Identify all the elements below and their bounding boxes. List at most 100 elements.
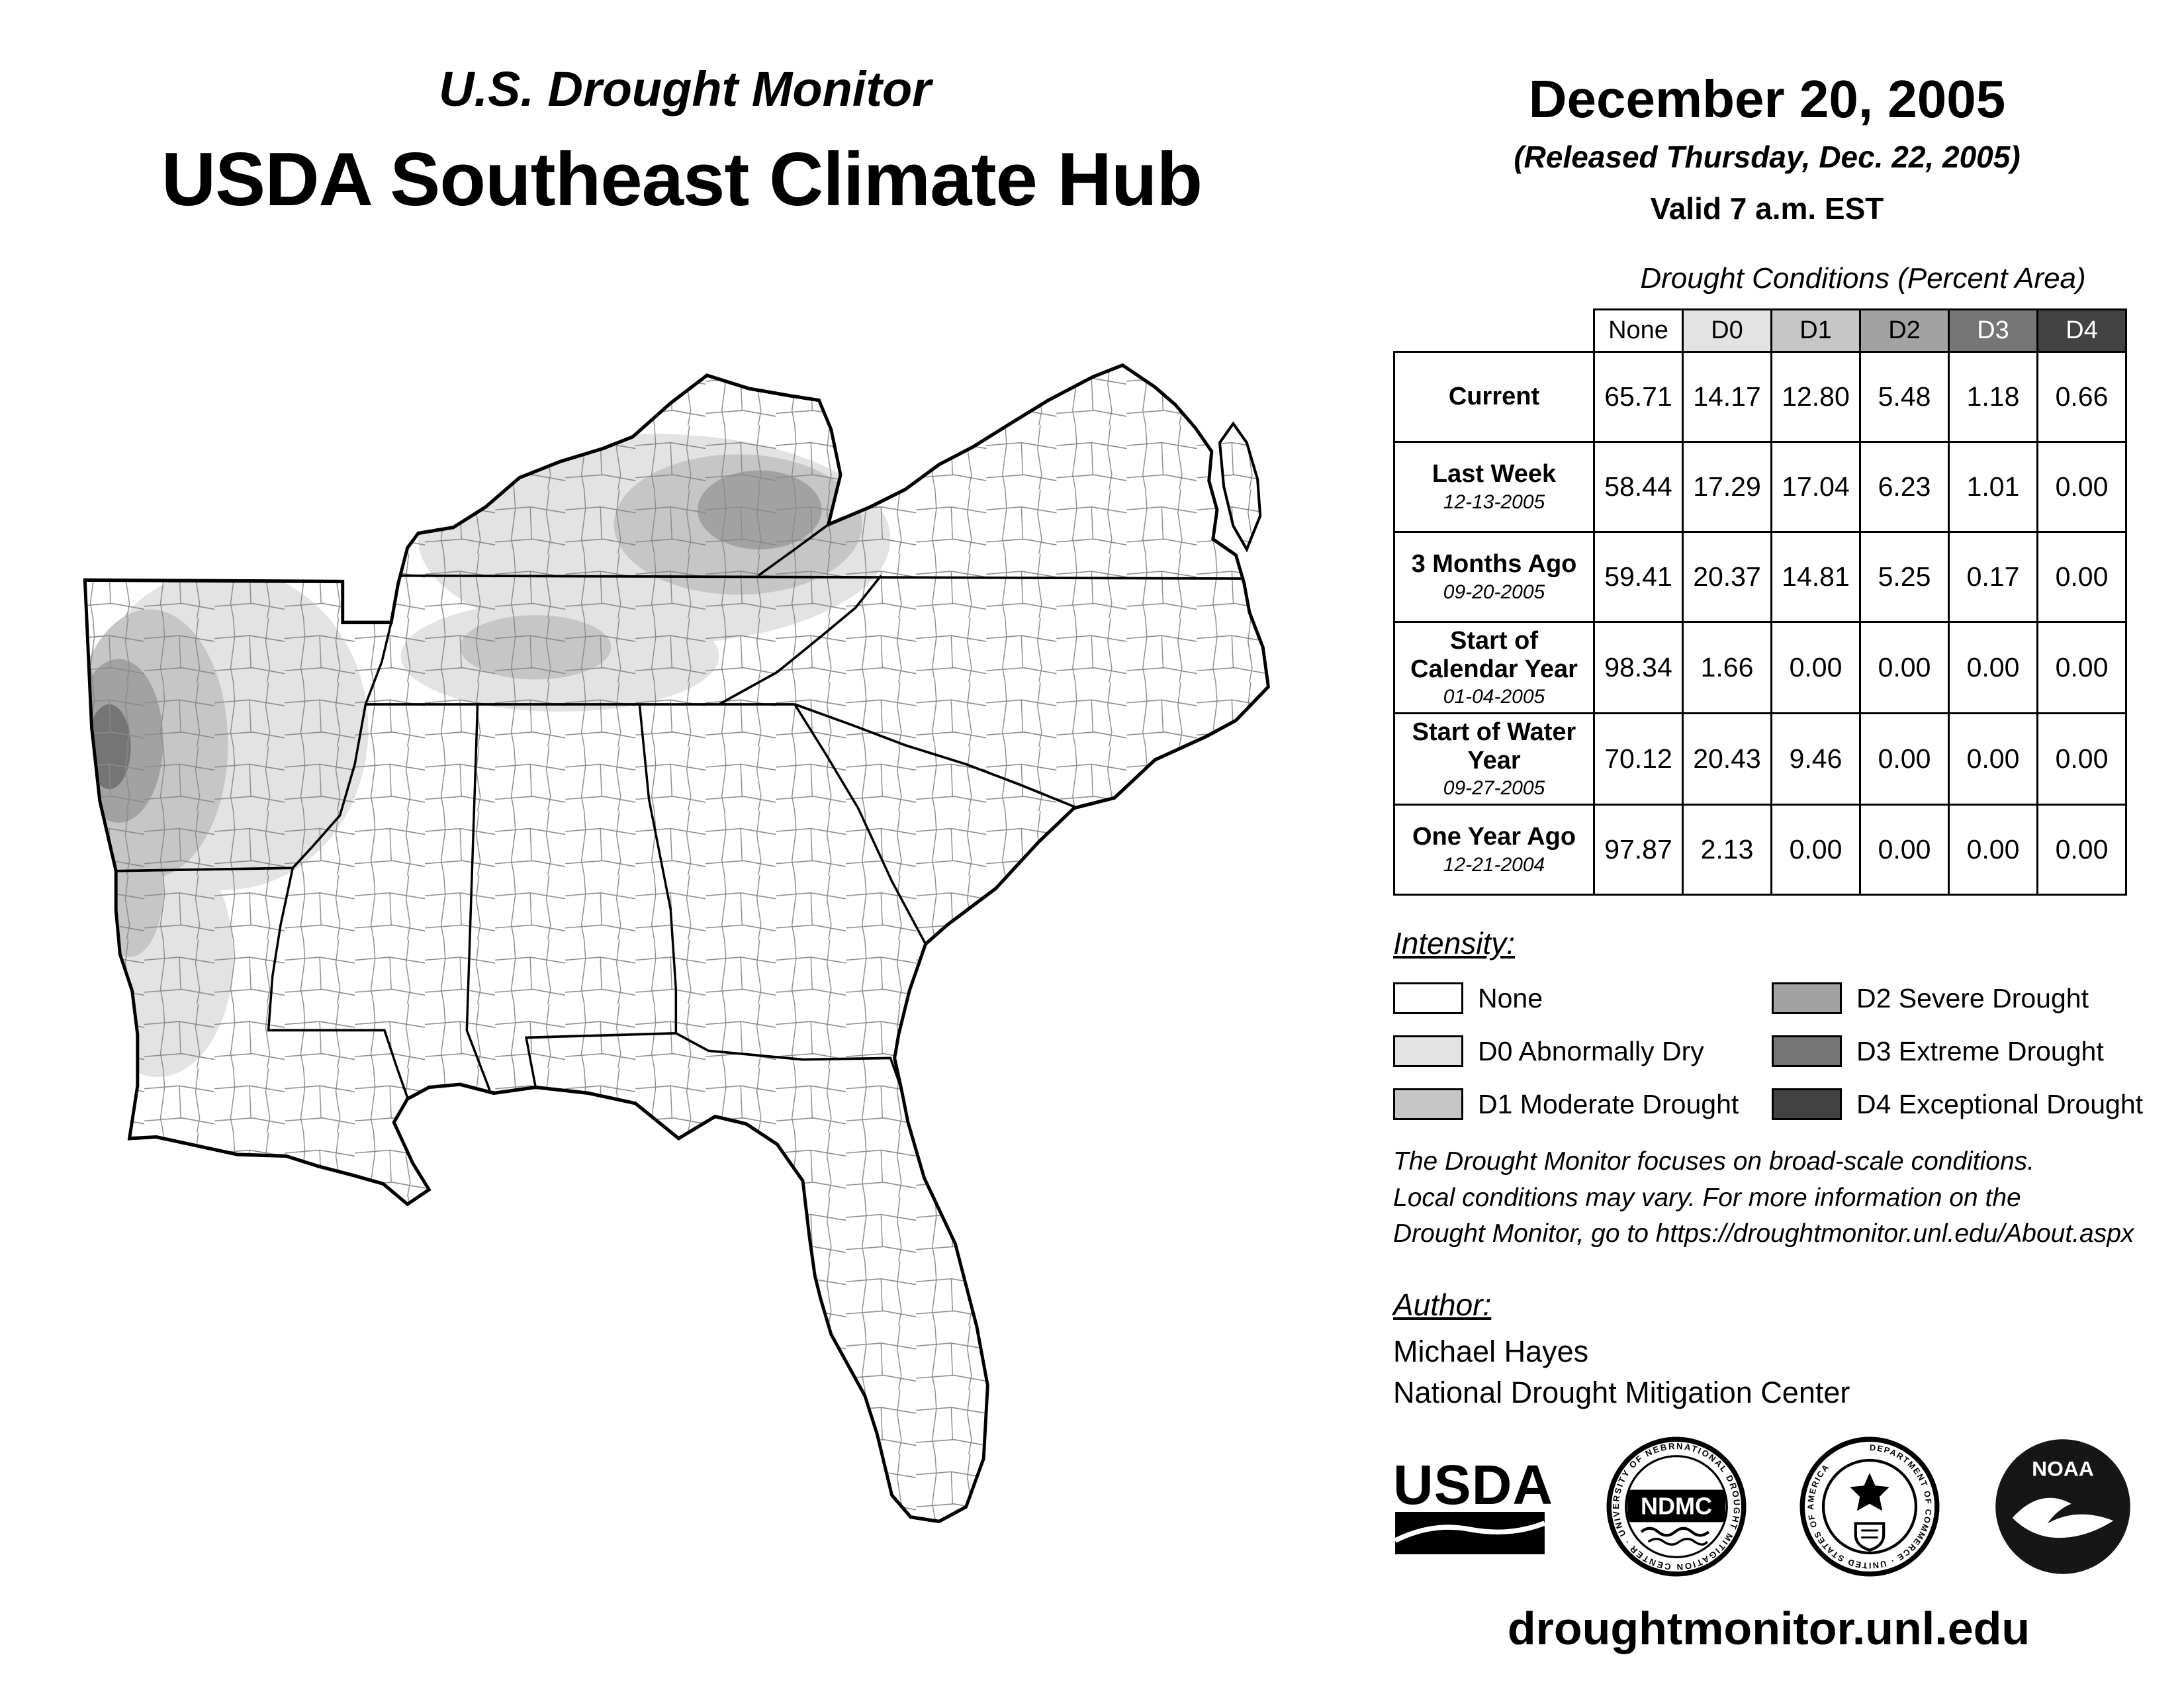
noaa-logo: NOAA <box>1995 1439 2130 1574</box>
value-cell: 17.04 <box>1770 441 1861 533</box>
row-label: Start of Calendar Year 01-04-2005 <box>1393 620 1595 715</box>
value-cell: 0.00 <box>2036 712 2127 806</box>
value-cell: 1.01 <box>1948 441 2038 533</box>
row-label: One Year Ago 12-21-2004 <box>1393 804 1595 896</box>
disclaimer-line: The Drought Monitor focuses on broad-sca… <box>1393 1147 2035 1176</box>
legend-item-d2: D2 Severe Drought <box>1772 982 2143 1014</box>
column-header-d4: D4 <box>2036 308 2127 353</box>
valid-time: Valid 7 a.m. EST <box>1650 191 1884 226</box>
legend-swatch-d3 <box>1772 1035 1842 1067</box>
column-header-d2: D2 <box>1859 308 1950 353</box>
value-cell: 97.87 <box>1593 804 1684 896</box>
delmarva-peninsula <box>1218 421 1262 553</box>
report-date: December 20, 2005 <box>1528 70 2006 128</box>
value-cell: 0.00 <box>2036 441 2127 533</box>
table-row-start-calendar-year: Start of Calendar Year 01-04-2005 98.34 1… <box>1393 620 2127 715</box>
author-heading: Author: <box>1393 1288 1492 1322</box>
drought-conditions-table: None D0 D1 D2 D3 D4 Current 65.71 14.17 … <box>1393 308 2127 896</box>
value-cell: 0.00 <box>2036 804 2127 896</box>
value-cell: 14.17 <box>1682 351 1772 443</box>
logo-row: USDA NATIONAL DROUGHT MITIGATION CENTER … <box>1393 1435 2133 1578</box>
value-cell: 65.71 <box>1593 351 1684 443</box>
usda-logo-text: USDA <box>1393 1454 1554 1517</box>
footer-url: droughtmonitor.unl.edu <box>1507 1603 2030 1654</box>
county-texture <box>85 365 1269 1522</box>
column-header-d0: D0 <box>1682 308 1772 353</box>
southeast-drought-map <box>74 361 1289 1589</box>
noaa-logo-text: NOAA <box>2032 1456 2094 1480</box>
ndmc-logo-text: NDMC <box>1641 1493 1712 1520</box>
value-cell: 59.41 <box>1593 531 1684 623</box>
legend-item-d1: D1 Moderate Drought <box>1393 1088 1772 1120</box>
legend-item-d4: D4 Exceptional Drought <box>1772 1088 2143 1120</box>
legend-item-d0: D0 Abnormally Dry <box>1393 1035 1772 1067</box>
commerce-eagle <box>1850 1473 1889 1511</box>
region-outline <box>83 363 1271 1524</box>
table-row-3-months-ago: 3 Months Ago 09-20-2005 59.41 20.37 14.81… <box>1393 531 2127 623</box>
intensity-heading: Intensity: <box>1393 926 1516 961</box>
noaa-bird-shape <box>2012 1497 2114 1538</box>
table-row-current: Current 65.71 14.17 12.80 5.48 1.18 0.66 <box>1393 351 2127 443</box>
legend-swatch-d2 <box>1772 982 1842 1014</box>
row-label: 3 Months Ago 09-20-2005 <box>1393 531 1595 623</box>
value-cell: 0.00 <box>1770 620 1861 715</box>
value-cell: 14.81 <box>1770 531 1861 623</box>
commerce-logo: DEPARTMENT OF COMMERCE · UNITED STATES O… <box>1799 1436 1940 1577</box>
date-block: December 20, 2005 (Released Thursday, De… <box>1390 69 2144 226</box>
legend-swatch-d4 <box>1772 1088 1842 1120</box>
value-cell: 20.37 <box>1682 531 1772 623</box>
value-cell: 58.44 <box>1593 441 1684 533</box>
disclaimer-line: Drought Monitor, go to https://droughtmo… <box>1393 1219 2134 1248</box>
value-cell: 12.80 <box>1770 351 1861 443</box>
table-row-last-week: Last Week 12-13-2005 58.44 17.29 17.04 6.… <box>1393 441 2127 533</box>
column-header-d3: D3 <box>1948 308 2038 353</box>
table-row-one-year-ago: One Year Ago 12-21-2004 97.87 2.13 0.00 0… <box>1393 804 2127 896</box>
value-cell: 0.66 <box>2036 351 2127 443</box>
corner-cell <box>1394 309 1594 352</box>
author-organization: National Drought Mitigation Center <box>1393 1376 1850 1409</box>
value-cell: 20.43 <box>1682 712 1772 806</box>
value-cell: 0.00 <box>1859 804 1950 896</box>
value-cell: 0.00 <box>1948 712 2038 806</box>
usda-logo-swoosh <box>1394 1511 1546 1554</box>
row-label: Start of Water Year 09-27-2005 <box>1393 712 1595 806</box>
value-cell: 0.00 <box>1770 804 1861 896</box>
value-cell: 9.46 <box>1770 712 1861 806</box>
table-title: Drought Conditions (Percent Area) <box>1640 262 2086 295</box>
column-header-none: None <box>1593 308 1684 353</box>
value-cell: 70.12 <box>1593 712 1684 806</box>
value-cell: 98.34 <box>1593 620 1684 715</box>
value-cell: 1.66 <box>1682 620 1772 715</box>
value-cell: 0.17 <box>1948 531 2038 623</box>
value-cell: 0.00 <box>1859 712 1950 806</box>
legend-swatch-d1 <box>1393 1088 1463 1120</box>
value-cell: 0.00 <box>2036 620 2127 715</box>
row-label: Last Week 12-13-2005 <box>1393 441 1595 533</box>
value-cell: 5.48 <box>1859 351 1950 443</box>
intensity-legend: None D0 Abnormally Dry D1 Moderate Droug… <box>1393 972 2143 1131</box>
legend-swatch-none <box>1393 982 1463 1014</box>
row-label: Current <box>1393 351 1595 443</box>
ndmc-logo: NATIONAL DROUGHT MITIGATION CENTER · UNI… <box>1606 1436 1747 1577</box>
release-date: (Released Thursday, Dec. 22, 2005) <box>1514 140 2021 174</box>
value-cell: 0.00 <box>1859 620 1950 715</box>
map-svg <box>83 363 1271 1524</box>
value-cell: 0.00 <box>1948 804 2038 896</box>
legend-item-d3: D3 Extreme Drought <box>1772 1035 2143 1067</box>
author-name: Michael Hayes <box>1393 1335 1589 1368</box>
table-header-row: None D0 D1 D2 D3 D4 <box>1394 308 2127 353</box>
page-title: USDA Southeast Climate Hub <box>161 138 1203 222</box>
state-borders <box>116 523 1243 1098</box>
legend-item-none: None <box>1393 982 1772 1014</box>
value-cell: 17.29 <box>1682 441 1772 533</box>
table-row-start-water-year: Start of Water Year 09-27-2005 70.12 20.4… <box>1393 712 2127 806</box>
disclaimer-line: Local conditions may vary. For more info… <box>1393 1183 2021 1212</box>
value-cell: 1.18 <box>1948 351 2038 443</box>
legend-swatch-d0 <box>1393 1035 1463 1067</box>
value-cell: 0.00 <box>1948 620 2038 715</box>
value-cell: 2.13 <box>1682 804 1772 896</box>
column-header-d1: D1 <box>1770 308 1861 353</box>
value-cell: 6.23 <box>1859 441 1950 533</box>
value-cell: 5.25 <box>1859 531 1950 623</box>
